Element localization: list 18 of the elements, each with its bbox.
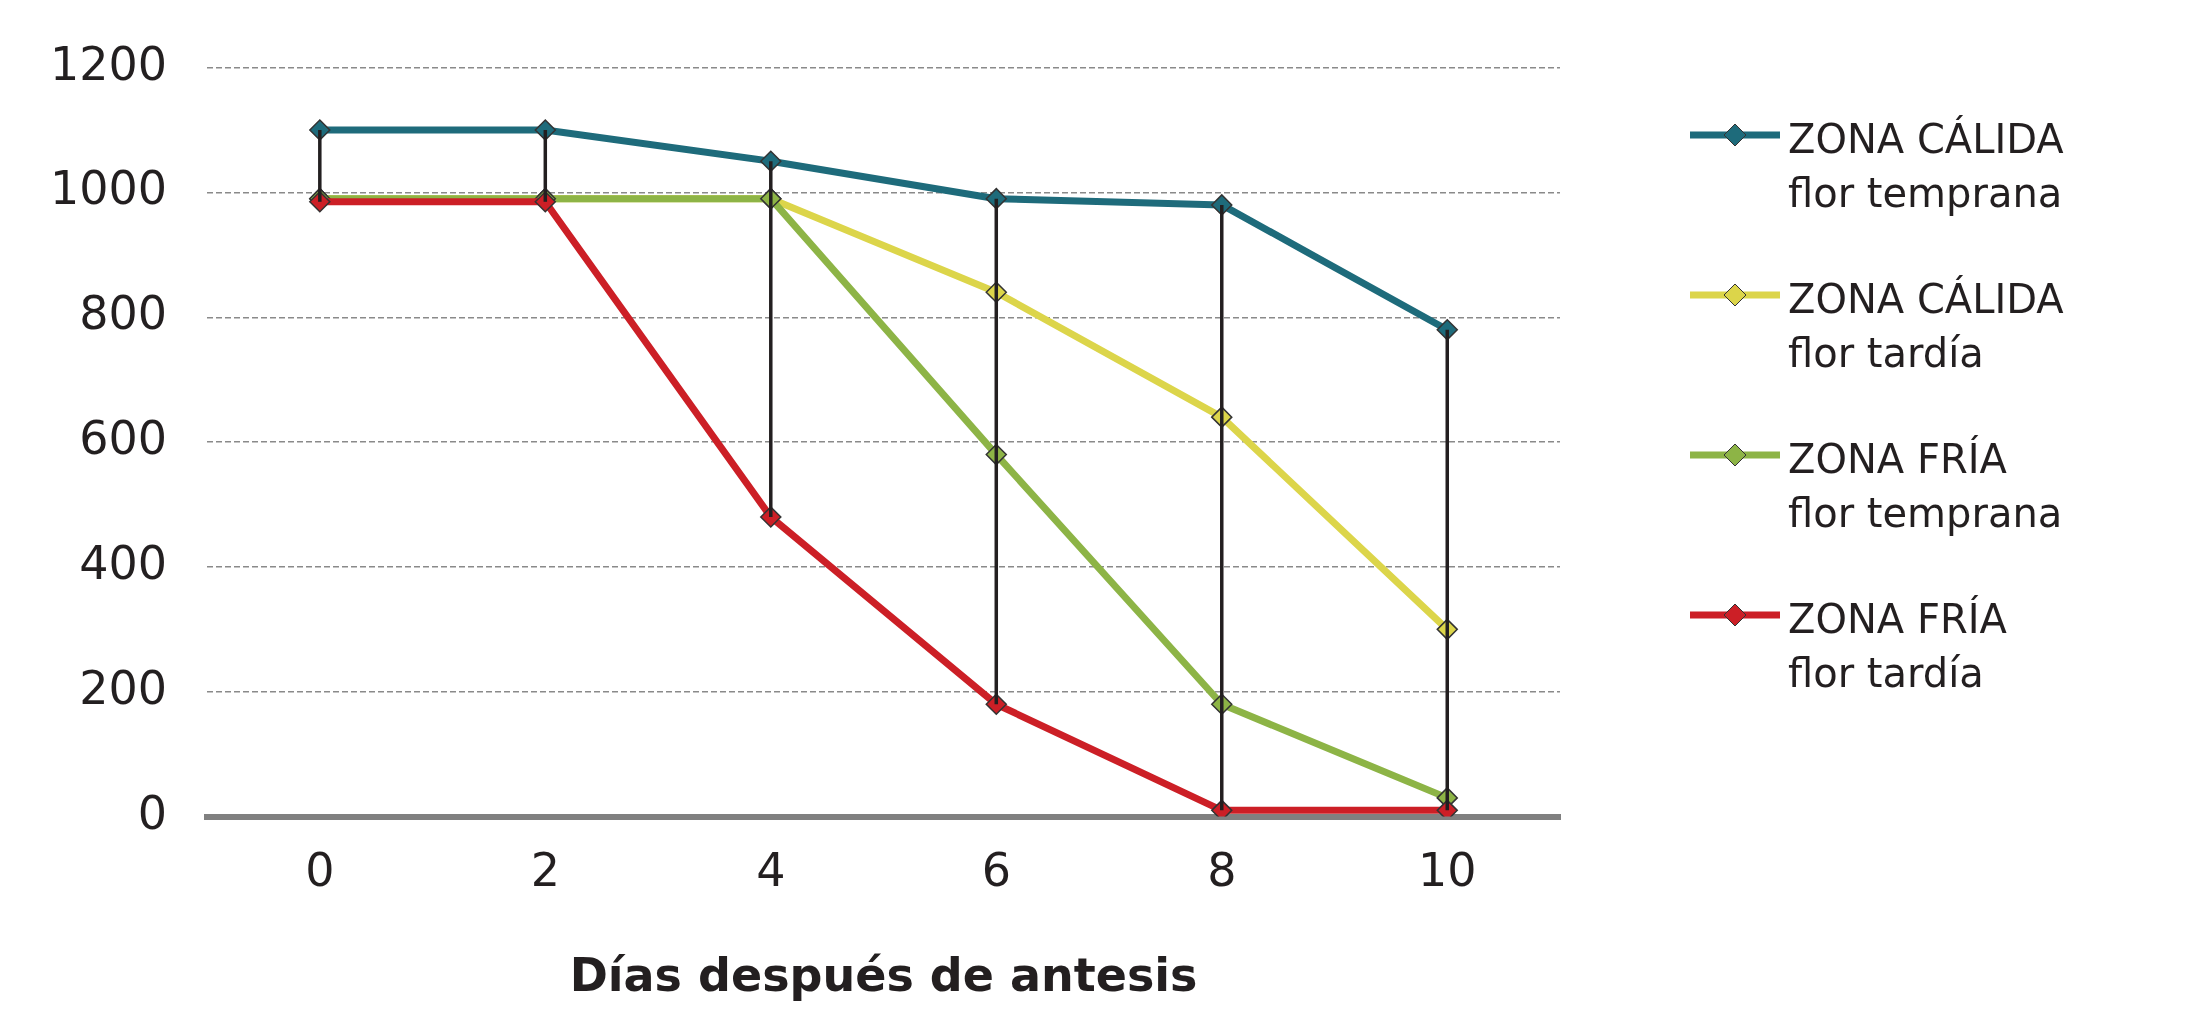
legend-label: ZONA CÁLIDA flor temprana [1788, 114, 2064, 218]
x-tick-label: 0 [305, 843, 335, 898]
x-axis-title: Días después de antesis [569, 948, 1198, 1003]
x-tick-label: 10 [1417, 843, 1477, 898]
y-tick-label: 1200 [49, 36, 168, 91]
x-tick-label: 8 [1207, 843, 1237, 898]
legend-label: ZONA FRÍA flor tardía [1788, 594, 2007, 698]
y-tick-label: 200 [79, 660, 168, 715]
x-tick-label: 4 [756, 843, 786, 898]
legend-label: ZONA CÁLIDA flor tardía [1788, 274, 2064, 378]
y-tick-label: 800 [79, 286, 168, 341]
y-tick-label: 600 [79, 411, 168, 466]
y-tick-label: 1000 [49, 161, 168, 216]
x-tick-label: 2 [530, 843, 560, 898]
y-tick-label: 400 [79, 535, 168, 590]
legend-label: ZONA FRÍA flor temprana [1788, 434, 2063, 538]
y-tick-label: 0 [137, 785, 168, 840]
x-tick-label: 6 [981, 843, 1011, 898]
